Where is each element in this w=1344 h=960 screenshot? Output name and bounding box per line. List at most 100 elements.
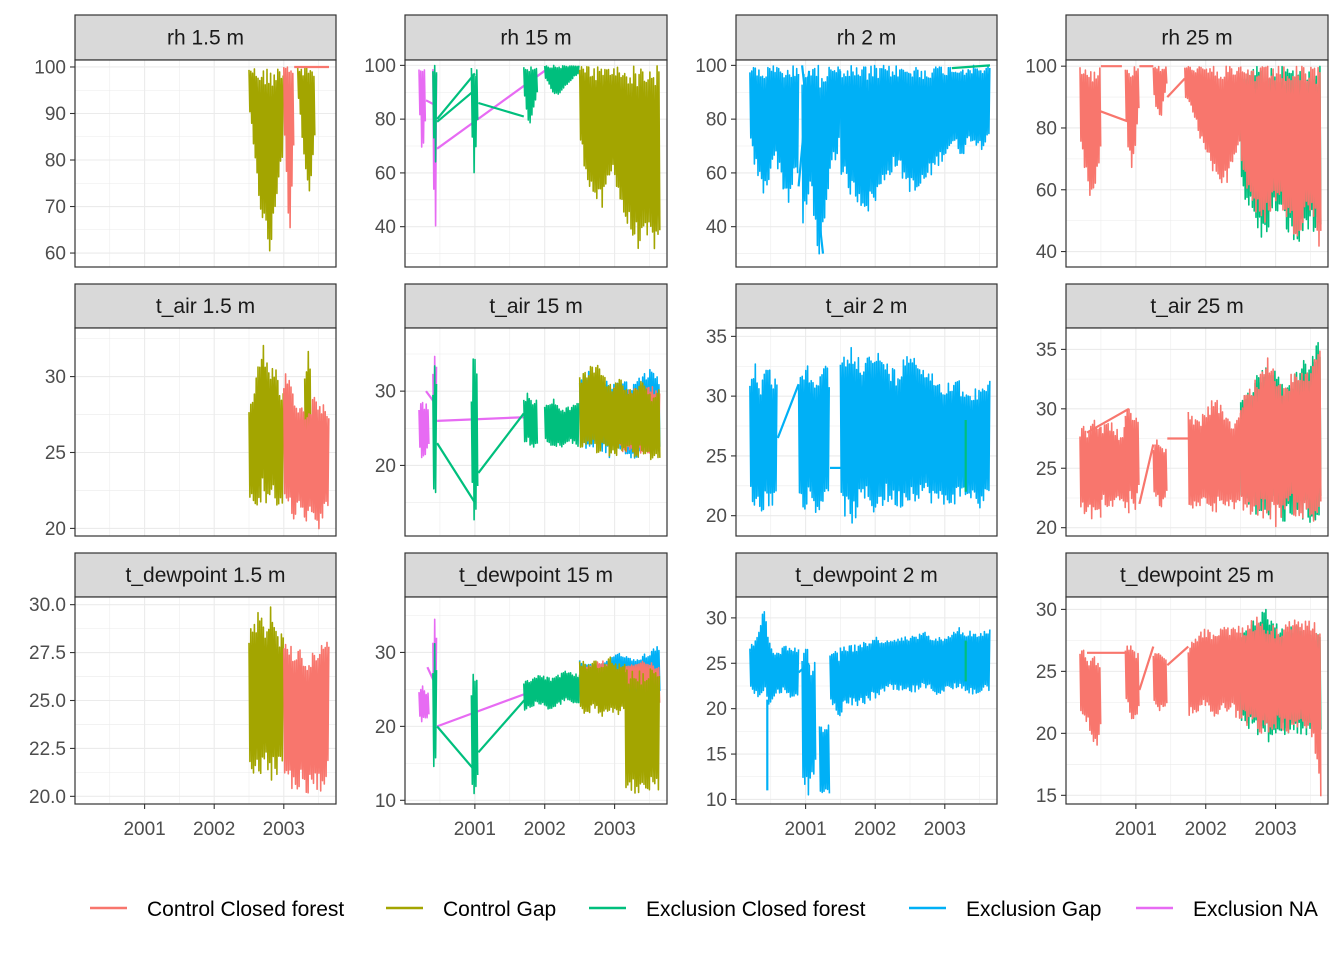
series-band — [749, 363, 778, 512]
facet-title: t_dewpoint 25 m — [1120, 564, 1274, 587]
y-tick-label: 40 — [706, 217, 727, 238]
y-tick-label: 30 — [1036, 600, 1057, 621]
series-line — [436, 692, 528, 728]
series-band — [432, 642, 438, 768]
panel-border — [735, 596, 998, 805]
y-tick-label: 30 — [706, 608, 727, 629]
y-tick-label: 90 — [45, 104, 66, 125]
y-tick-label: 20 — [1036, 724, 1057, 745]
series-layer — [1079, 341, 1322, 528]
series-band — [296, 67, 316, 192]
panel-t-air-25-m: t_air 25 m 20 25 30 35 — [1036, 283, 1329, 539]
series-band — [283, 373, 330, 530]
gridlines — [736, 597, 997, 804]
series-band — [283, 66, 295, 229]
y-tick-label: 10 — [375, 791, 396, 812]
legend-label: Exclusion NA — [1193, 898, 1318, 921]
y-tick-label: 10 — [706, 790, 727, 811]
series-control-closed-forest — [283, 641, 330, 794]
y-tick-label: 30 — [1036, 399, 1057, 420]
y-tick-label: 80 — [45, 151, 66, 172]
y-tick-label: 25 — [706, 654, 727, 675]
series-band — [523, 670, 581, 711]
panel-t-dewpoint-25-m: t_dewpoint 25 m 15 20 25 30 2001 2002 2003 — [1036, 552, 1329, 840]
y-tick-label: 20 — [706, 699, 727, 720]
y-tick-label: 20 — [1036, 518, 1057, 539]
series-layer — [1079, 65, 1322, 247]
series-band — [248, 344, 284, 506]
series-exclusion-closed-forest — [432, 64, 580, 174]
series-band — [1187, 625, 1242, 719]
legend-label: Exclusion Gap — [966, 898, 1101, 921]
series-control-closed-forest — [283, 65, 329, 229]
y-tick-label: 20 — [706, 506, 727, 527]
series-exclusion-gap — [749, 64, 991, 255]
series-layer — [248, 65, 329, 252]
series-line — [477, 696, 529, 754]
series-band — [418, 69, 427, 148]
panel-border — [735, 327, 998, 537]
facet-strip — [74, 283, 337, 329]
facet-title: t_air 2 m — [826, 295, 908, 318]
panel-border — [1065, 327, 1329, 537]
series-layer — [418, 64, 661, 250]
y-tick-label: 35 — [706, 327, 727, 348]
series-band — [1239, 616, 1322, 797]
facet-strip — [735, 283, 998, 329]
series-line — [1166, 645, 1190, 667]
series-line — [1166, 77, 1186, 98]
series-band — [1079, 67, 1102, 196]
series-band — [418, 685, 430, 723]
legend-item-exclusion-na: Exclusion NA — [1136, 898, 1318, 921]
series-line — [436, 91, 473, 123]
series-band — [1187, 399, 1242, 513]
series-control-gap — [578, 65, 661, 250]
y-tick-label: 30 — [375, 382, 396, 403]
y-tick-label: 30 — [45, 367, 66, 388]
x-tick-label: 2001 — [784, 819, 826, 840]
x-tick-label: 2002 — [524, 819, 566, 840]
facet-title: t_dewpoint 15 m — [459, 564, 613, 587]
series-control-closed-forest — [283, 373, 330, 530]
series-control-gap — [578, 656, 661, 794]
facet-title: rh 1.5 m — [167, 27, 244, 50]
series-layer — [749, 64, 991, 255]
series-line — [477, 412, 525, 474]
x-tick-label: 2002 — [1185, 819, 1227, 840]
series-band — [624, 668, 661, 794]
y-tick-label: 30 — [706, 387, 727, 408]
y-tick-label: 25 — [1036, 459, 1057, 480]
y-tick-label: 100 — [695, 56, 727, 77]
series-exclusion-closed-forest — [432, 358, 580, 521]
series-band — [432, 365, 438, 494]
x-tick-label: 2001 — [123, 819, 165, 840]
facet-strip — [404, 283, 668, 329]
series-band — [523, 392, 539, 448]
series-band — [578, 364, 661, 461]
y-tick-label: 25 — [1036, 662, 1057, 683]
series-band — [1152, 439, 1168, 508]
series-line — [436, 72, 476, 120]
series-band — [283, 641, 330, 794]
series-band — [1152, 65, 1168, 116]
series-band — [543, 64, 580, 95]
y-tick-label: 22.5 — [29, 739, 66, 760]
series-line — [436, 442, 476, 504]
y-tick-label: 20 — [45, 519, 66, 540]
series-layer — [749, 611, 991, 796]
facet-strip — [1065, 14, 1329, 61]
facet-title: rh 2 m — [837, 27, 897, 50]
x-tick-label: 2002 — [854, 819, 896, 840]
legend: Control Closed forest Control Gap Exclusio… — [90, 898, 1318, 921]
series-band — [432, 64, 438, 163]
legend-item-exclusion-closed-forest: Exclusion Closed forest — [589, 898, 866, 921]
x-tick-label: 2003 — [924, 819, 966, 840]
panel-background — [75, 60, 336, 267]
y-tick-label: 80 — [1036, 118, 1057, 139]
series-band — [1124, 645, 1140, 720]
y-tick-label: 70 — [45, 197, 66, 218]
series-control-gap — [248, 67, 316, 252]
y-tick-label: 60 — [375, 163, 396, 184]
